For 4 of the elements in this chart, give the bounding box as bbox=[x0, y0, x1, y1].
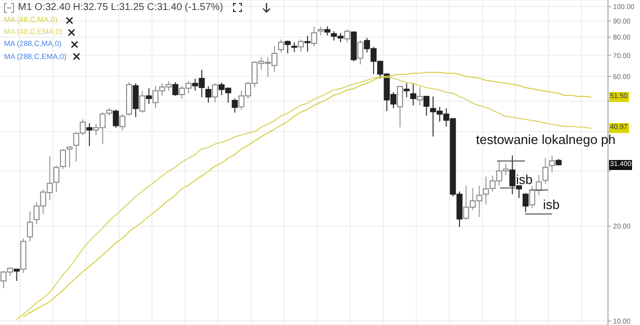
annotation: isb bbox=[516, 172, 533, 187]
annotation: testowanie lokalnego ph bbox=[476, 132, 616, 147]
chart-title: M1 O:32.40 H:32.75 L:31.25 C:31.40 (-1.57%) bbox=[18, 2, 224, 13]
annotation: isb bbox=[543, 197, 560, 212]
